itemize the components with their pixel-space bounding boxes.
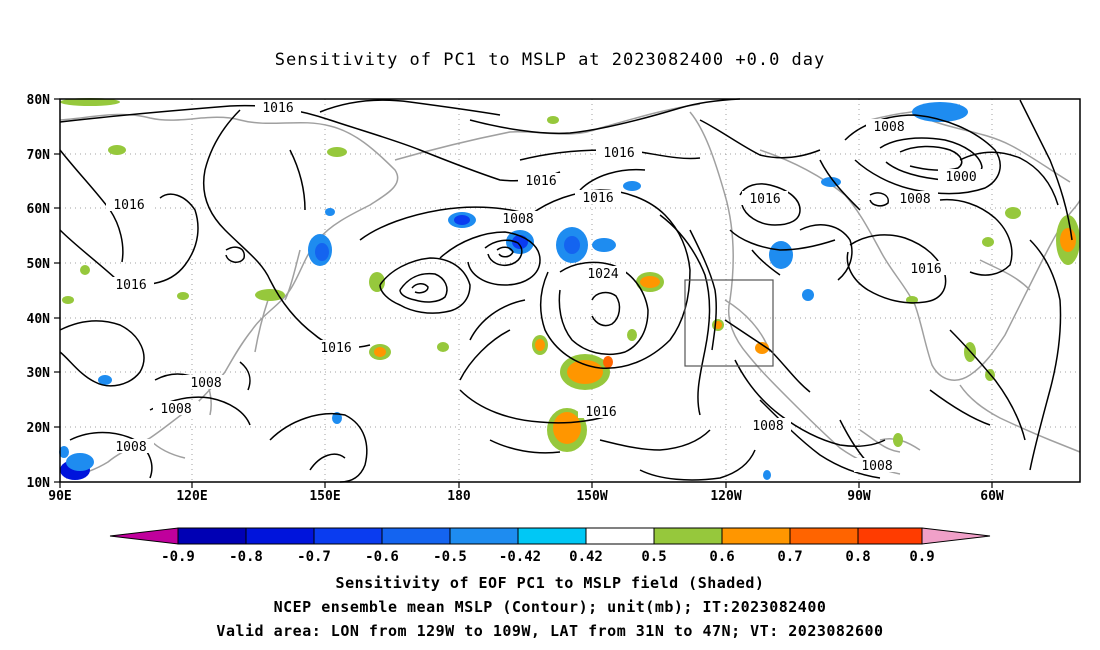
lon-tick-label: 150E <box>309 489 340 504</box>
lat-tick-label: 20N <box>27 421 51 436</box>
axis-ticks <box>54 98 993 488</box>
footer-line-2: NCEP ensemble mean MSLP (Contour); unit(… <box>273 598 827 616</box>
lon-tick-label: 60W <box>980 489 1004 504</box>
colorbar-label: 0.8 <box>845 549 870 565</box>
contour-labels: 1016 1016 1016 1016 1016 1016 1016 1016 … <box>113 101 977 474</box>
colorbar-swatch <box>245 527 315 545</box>
colorbar-swatch <box>585 527 655 545</box>
lat-tick-labels: 80N 70N 60N 50N 40N 30N 20N 10N <box>27 93 51 491</box>
lat-tick-label: 10N <box>27 476 51 491</box>
colorbar-swatch <box>449 527 519 545</box>
colorbar-label: 0.42 <box>569 549 603 565</box>
colorbar-label: -0.42 <box>499 549 541 565</box>
lon-tick-label: 180 <box>447 489 471 504</box>
colorbar-labels: -0.9 -0.8 -0.7 -0.6 -0.5 -0.42 0.42 0.5 … <box>161 549 935 565</box>
footer-line-3: Valid area: LON from 129W to 109W, LAT f… <box>216 622 884 640</box>
colorbar-swatch <box>857 527 923 545</box>
lat-tick-label: 70N <box>27 148 51 163</box>
contour-label: 1016 <box>910 262 941 277</box>
colorbar-swatch <box>789 527 859 545</box>
contour-label: 1008 <box>752 419 783 434</box>
shaded-patches <box>59 98 1080 480</box>
contour-label: 1016 <box>262 101 293 116</box>
contour-label: 1008 <box>873 120 904 135</box>
lon-tick-label: 120W <box>710 489 741 504</box>
lon-tick-labels: 90E 120E 150E 180 150W 120W 90W 60W <box>48 489 1004 504</box>
colorbar-swatch <box>313 527 383 545</box>
colorbar-swatch <box>109 527 179 545</box>
map-frame <box>59 98 1081 483</box>
footer-line-1: Sensitivity of EOF PC1 to MSLP field (Sh… <box>335 574 765 592</box>
colorbar-label: -0.7 <box>297 549 331 565</box>
colorbar-label: 0.6 <box>709 549 734 565</box>
colorbar-label: -0.9 <box>161 549 195 565</box>
colorbar <box>109 527 991 545</box>
colorbar-label: -0.5 <box>433 549 467 565</box>
colorbar-label: 0.5 <box>641 549 666 565</box>
colorbar-label: 0.7 <box>777 549 802 565</box>
contour-label: 1016 <box>582 191 613 206</box>
lon-tick-label: 90E <box>48 489 71 504</box>
lat-tick-label: 60N <box>27 202 51 217</box>
contour-label: 1016 <box>525 174 556 189</box>
colorbar-swatch <box>653 527 723 545</box>
contour-label: 1008 <box>115 440 146 455</box>
colorbar-label: -0.8 <box>229 549 263 565</box>
colorbar-swatch <box>721 527 791 545</box>
contour-label: 1008 <box>861 459 892 474</box>
contour-label: 1008 <box>160 402 191 417</box>
colorbar-label: 0.9 <box>909 549 934 565</box>
colorbar-label: -0.6 <box>365 549 399 565</box>
contour-label: 1016 <box>585 405 616 420</box>
contour-label: 1008 <box>899 192 930 207</box>
valid-area-box <box>684 279 774 367</box>
contour-label: 1016 <box>320 341 351 356</box>
colorbar-swatch <box>381 527 451 545</box>
contour-label: 1000 <box>945 170 976 185</box>
contour-label: 1016 <box>749 192 780 207</box>
lat-tick-label: 80N <box>27 93 51 108</box>
lon-tick-label: 150W <box>576 489 607 504</box>
lat-tick-label: 40N <box>27 312 51 327</box>
lat-tick-label: 30N <box>27 366 51 381</box>
lon-tick-label: 90W <box>847 489 871 504</box>
contour-label: 1016 <box>115 278 146 293</box>
contour-label: 1016 <box>603 146 634 161</box>
lat-tick-label: 50N <box>27 257 51 272</box>
lon-tick-label: 120E <box>176 489 207 504</box>
contour-label: 1008 <box>502 212 533 227</box>
colorbar-swatch <box>517 527 587 545</box>
colorbar-swatch <box>177 527 247 545</box>
plot-title: Sensitivity of PC1 to MSLP at 2023082400… <box>274 50 826 70</box>
contour-label: 1016 <box>113 198 144 213</box>
colorbar-swatch <box>921 527 991 545</box>
contour-label: 1024 <box>587 267 618 282</box>
contour-label: 1008 <box>190 376 221 391</box>
